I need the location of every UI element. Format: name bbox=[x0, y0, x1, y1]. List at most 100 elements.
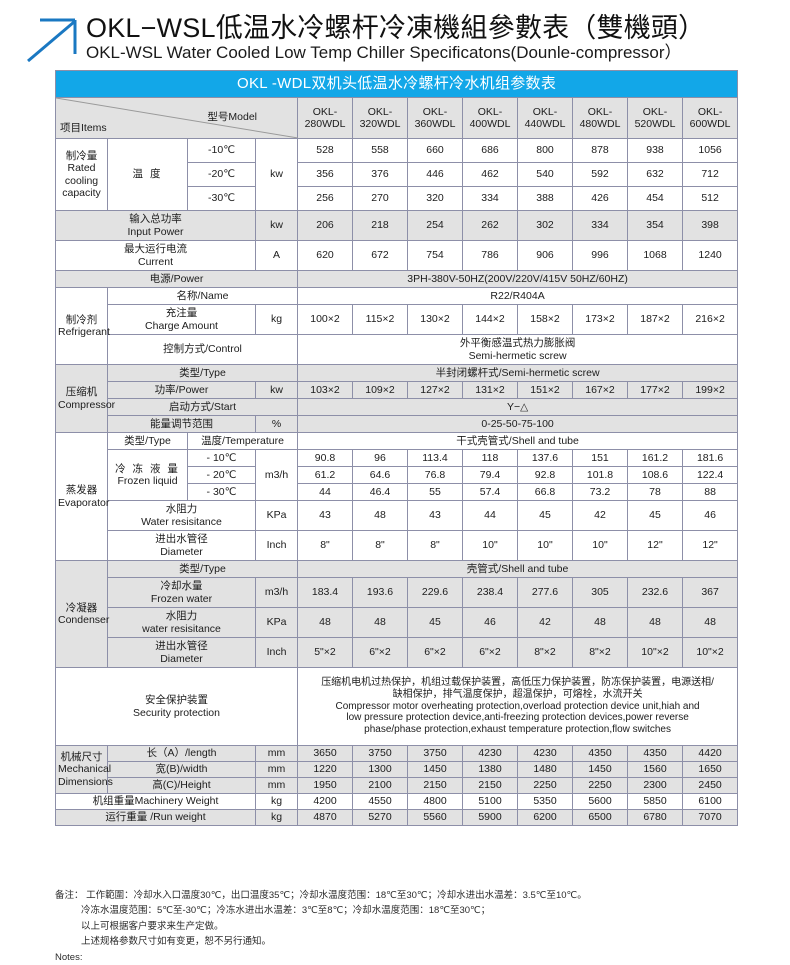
label-line: Diameter bbox=[160, 545, 203, 558]
label-line: 冷凝器 bbox=[65, 601, 98, 614]
items-label: 项目Items bbox=[60, 121, 107, 134]
label-line: 水阻力 bbox=[165, 610, 198, 623]
data-cell: 462 bbox=[462, 162, 518, 187]
unit-cell: kw bbox=[255, 210, 298, 241]
data-cell: 5600 bbox=[572, 793, 628, 810]
label-line: Current bbox=[137, 255, 173, 268]
data-cell: 161.2 bbox=[627, 449, 683, 467]
data-cell: 6500 bbox=[572, 809, 628, 826]
data-cell: 270 bbox=[352, 186, 408, 211]
data-cell: 8" bbox=[352, 530, 408, 561]
dimension-row-label: 宽(B)/width bbox=[107, 761, 256, 778]
data-cell: 48 bbox=[681, 607, 739, 638]
spec-table: OKL -WDL双机头低温水冷螺杆冷水机组参数表 项目Items 型号Model… bbox=[54, 70, 739, 826]
model-prefix: OKL- bbox=[532, 105, 558, 118]
run-weight-label: 运行重量 /Run weight bbox=[55, 809, 256, 826]
data-cell: 100×2 bbox=[297, 304, 353, 335]
label-line: 最大运行电流 bbox=[124, 243, 187, 256]
data-cell: 5"×2 bbox=[297, 637, 353, 668]
label-line: 水阻力 bbox=[165, 503, 198, 516]
condenser-resistance-label: 水阻力 water resisitance bbox=[107, 607, 256, 638]
label-line: Semi-hermetic screw bbox=[468, 349, 567, 362]
data-cell: 4350 bbox=[572, 745, 628, 762]
data-cell: 193.6 bbox=[352, 577, 408, 608]
label-line: 压缩机 bbox=[65, 386, 98, 399]
data-cell: 92.8 bbox=[517, 466, 573, 484]
data-cell: 78 bbox=[627, 483, 683, 501]
data-cell: 6"×2 bbox=[462, 637, 518, 668]
model-column-header: OKL- 480WDL bbox=[572, 97, 628, 139]
model-prefix: OKL- bbox=[367, 105, 393, 118]
data-cell: 388 bbox=[517, 186, 573, 211]
data-cell: 398 bbox=[681, 210, 739, 241]
label-line: Frozen water bbox=[150, 592, 213, 605]
data-cell: 57.4 bbox=[462, 483, 518, 501]
data-cell: 4230 bbox=[462, 745, 518, 762]
unit-cell: kw bbox=[255, 381, 298, 399]
data-cell: 1300 bbox=[352, 761, 408, 778]
evaporator-type-label: 类型/Type bbox=[107, 432, 188, 450]
data-cell: 42 bbox=[517, 607, 573, 638]
rated-cooling-capacity-label: 制冷量 Rated cooling capacity bbox=[55, 138, 108, 211]
data-cell: 2250 bbox=[572, 777, 628, 794]
data-cell: 3750 bbox=[407, 745, 463, 762]
data-cell: 127×2 bbox=[407, 381, 463, 399]
model-column-header: OKL- 600WDL bbox=[681, 97, 739, 139]
data-cell: 181.6 bbox=[681, 449, 739, 467]
power-supply-value: 3PH-380V-50HZ(200V/220V/415V 50HZ/60HZ) bbox=[296, 270, 739, 288]
label-line: 输入总功率 bbox=[129, 213, 182, 226]
data-cell: 10" bbox=[462, 530, 518, 561]
data-cell: 48 bbox=[297, 607, 353, 638]
data-cell: 878 bbox=[572, 138, 628, 163]
data-cell: 446 bbox=[407, 162, 463, 187]
power-supply-label: 电源/Power bbox=[55, 270, 298, 288]
data-cell: 1480 bbox=[517, 761, 573, 778]
unit-cell: A bbox=[255, 240, 298, 271]
data-cell: 229.6 bbox=[407, 577, 463, 608]
capacity-range-label: 能量调节范围 bbox=[107, 415, 256, 433]
model-column-header: OKL- 280WDL bbox=[297, 97, 353, 139]
data-cell: 48 bbox=[627, 607, 683, 638]
data-cell: 6"×2 bbox=[407, 637, 463, 668]
compressor-start-label: 启动方式/Start bbox=[107, 398, 298, 416]
temp-row-label: -30℃ bbox=[187, 186, 256, 211]
data-cell: 1950 bbox=[297, 777, 353, 794]
input-power-label: 输入总功率 Input Power bbox=[55, 210, 256, 241]
page-title: OKL−WSL低温水冷螺杆冷凍機組參數表（雙機頭） bbox=[86, 13, 706, 43]
label-line: Refrigerant bbox=[58, 326, 110, 338]
security-protection-value: 压缩机电机过热保护，机组过载保护装置，高低压力保护装置，防冻保护装置，电源送相/… bbox=[296, 667, 739, 746]
items-model-corner: 项目Items 型号Model bbox=[55, 97, 298, 139]
data-cell: 620 bbox=[297, 240, 353, 271]
mechanical-dimensions-label: 机械尺寸 Mechanical Dimensions bbox=[55, 745, 113, 794]
data-cell: 354 bbox=[627, 210, 683, 241]
unit-cell: % bbox=[255, 415, 298, 433]
data-cell: 1240 bbox=[681, 240, 739, 271]
label-line: 冷 冻 液 量 bbox=[115, 462, 180, 475]
data-cell: 1220 bbox=[297, 761, 353, 778]
spec-table-container: OKL -WDL双机头低温水冷螺杆冷水机组参数表 项目Items 型号Model… bbox=[54, 70, 739, 826]
data-cell: 2300 bbox=[627, 777, 683, 794]
data-cell: 1056 bbox=[681, 138, 739, 163]
data-cell: 10" bbox=[517, 530, 573, 561]
dimension-row-label: 高(C)/Height bbox=[107, 777, 256, 794]
label-line: Frozen liquid bbox=[117, 475, 178, 487]
label-line: Condenser bbox=[58, 614, 110, 626]
compressor-start-value: Υ−△ bbox=[296, 398, 739, 416]
data-cell: 73.2 bbox=[572, 483, 628, 501]
data-cell: 4230 bbox=[517, 745, 573, 762]
data-cell: 356 bbox=[297, 162, 353, 187]
data-cell: 3650 bbox=[297, 745, 353, 762]
notes-label: Notes: bbox=[55, 951, 83, 963]
label-line: Rated bbox=[67, 162, 96, 175]
data-cell: 238.4 bbox=[462, 577, 518, 608]
data-cell: 8"×2 bbox=[572, 637, 628, 668]
data-cell: 48 bbox=[352, 607, 408, 638]
model-column-header: OKL- 400WDL bbox=[462, 97, 518, 139]
model-column-header: OKL- 360WDL bbox=[407, 97, 463, 139]
refrigerant-label: 制冷剂 Refrigerant bbox=[55, 287, 110, 365]
data-cell: 61.2 bbox=[297, 466, 353, 484]
data-cell: 88 bbox=[681, 483, 739, 501]
data-cell: 1650 bbox=[681, 761, 739, 778]
data-cell: 3750 bbox=[352, 745, 408, 762]
unit-cell: mm bbox=[255, 745, 298, 762]
